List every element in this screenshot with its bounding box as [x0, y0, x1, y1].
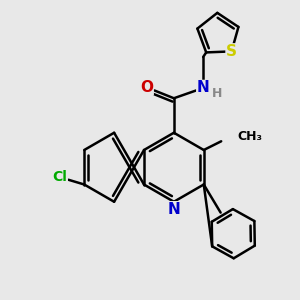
Text: H: H: [212, 88, 222, 100]
Text: N: N: [197, 80, 210, 95]
Text: O: O: [140, 80, 153, 95]
Text: Cl: Cl: [52, 170, 67, 184]
Text: S: S: [226, 44, 237, 59]
Text: N: N: [167, 202, 180, 217]
Text: CH₃: CH₃: [238, 130, 262, 143]
